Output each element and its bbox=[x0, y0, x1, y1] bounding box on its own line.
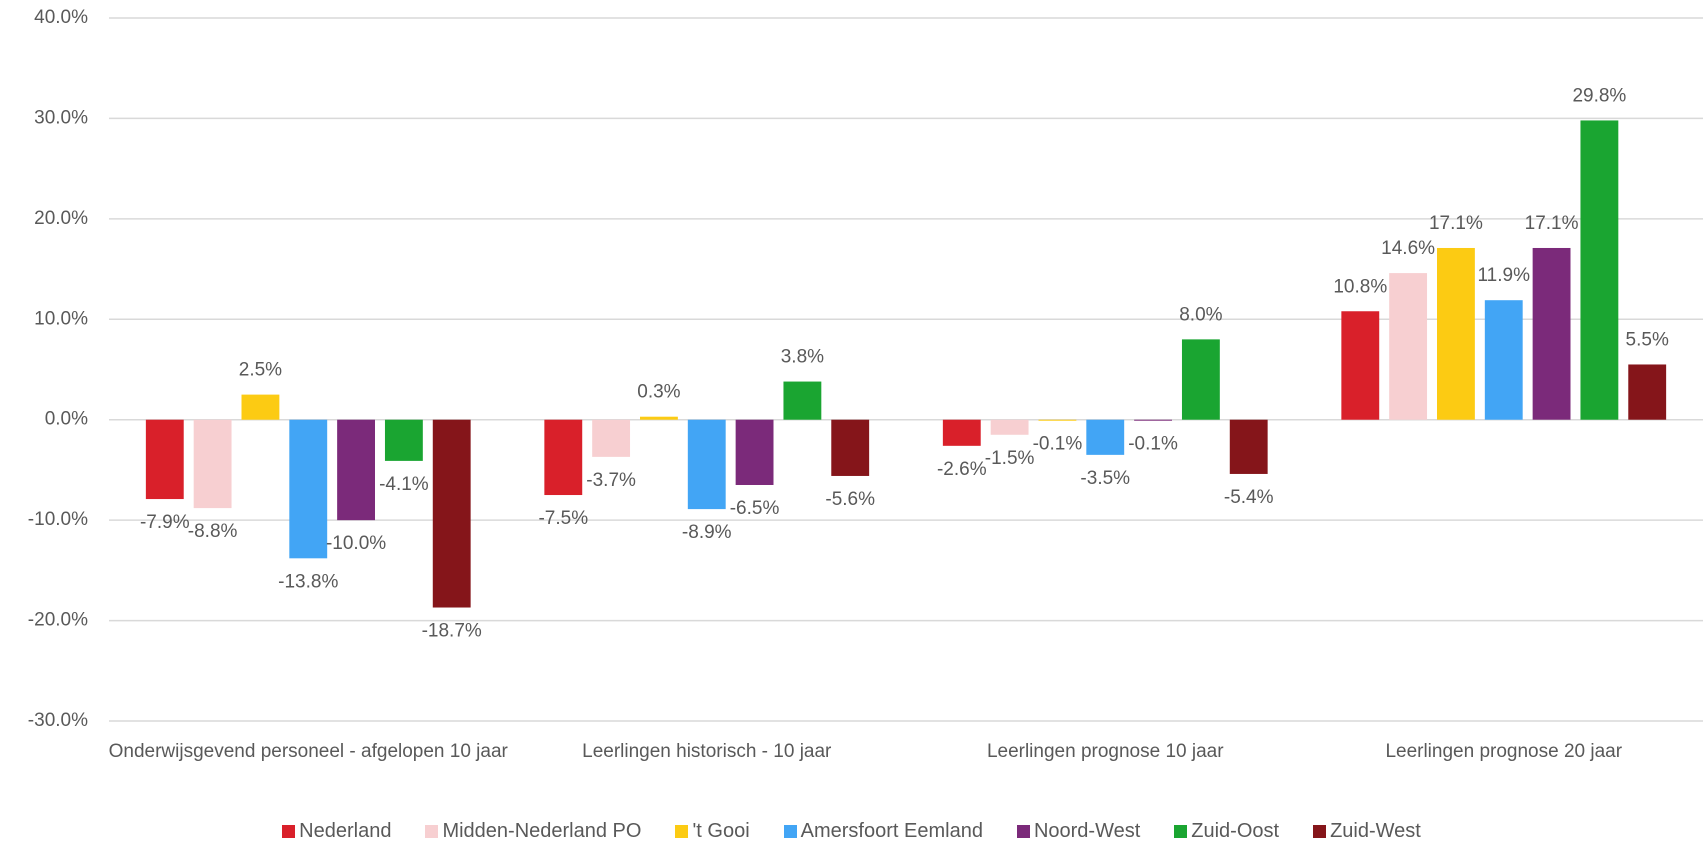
data-label: -0.1% bbox=[1128, 434, 1178, 455]
data-label: 17.1% bbox=[1429, 213, 1483, 234]
bar bbox=[1389, 273, 1428, 420]
legend-swatch bbox=[1313, 825, 1327, 838]
data-label: 17.1% bbox=[1525, 213, 1579, 234]
bar bbox=[783, 381, 822, 420]
y-tick-label: -30.0% bbox=[28, 710, 88, 731]
y-tick-label: -10.0% bbox=[28, 509, 88, 530]
legend-label: Noord-West bbox=[1033, 820, 1141, 842]
bar bbox=[432, 419, 471, 608]
bar bbox=[687, 419, 726, 510]
bar bbox=[337, 419, 375, 521]
data-label: 2.5% bbox=[239, 360, 282, 381]
legend-item: Zuid-Oost bbox=[1174, 820, 1279, 843]
bar bbox=[241, 394, 280, 420]
x-tick-label: Leerlingen historisch - 10 jaar bbox=[582, 741, 832, 762]
bar bbox=[942, 419, 981, 446]
legend-label: Zuid-Oost bbox=[1191, 820, 1280, 842]
legend-item: 't Gooi bbox=[675, 820, 750, 843]
legend-item: Zuid-West bbox=[1313, 820, 1421, 843]
bar bbox=[640, 416, 678, 420]
x-tick-label: Leerlingen prognose 10 jaar bbox=[986, 741, 1224, 762]
y-tick-label: -20.0% bbox=[28, 610, 88, 631]
legend-label: Midden-Nederland PO bbox=[442, 820, 642, 842]
legend-swatch bbox=[1016, 825, 1030, 838]
data-label: -7.9% bbox=[140, 512, 190, 533]
data-label: -18.7% bbox=[422, 621, 482, 642]
bar bbox=[1580, 120, 1619, 420]
y-tick-label: 40.0% bbox=[34, 7, 88, 28]
data-label: -10.0% bbox=[326, 533, 386, 554]
legend-item: Amersfoort Eemland bbox=[783, 820, 983, 843]
data-label: -6.5% bbox=[730, 498, 780, 519]
data-label: -2.6% bbox=[937, 459, 987, 480]
bar bbox=[592, 419, 631, 457]
data-label: 10.8% bbox=[1333, 276, 1387, 297]
data-label: -5.6% bbox=[825, 489, 875, 510]
y-tick-label: 20.0% bbox=[34, 208, 88, 229]
bar bbox=[384, 419, 423, 461]
bar bbox=[1086, 419, 1125, 455]
legend-swatch bbox=[1174, 825, 1188, 838]
y-tick-label: 0.0% bbox=[45, 409, 88, 430]
bar bbox=[1229, 419, 1268, 474]
data-label: 14.6% bbox=[1381, 238, 1435, 259]
data-label: -4.1% bbox=[379, 474, 429, 495]
data-label: 8.0% bbox=[1179, 304, 1222, 325]
bar bbox=[1484, 300, 1523, 420]
bar bbox=[1134, 419, 1172, 421]
data-label: 0.3% bbox=[637, 382, 680, 403]
data-label: 5.5% bbox=[1626, 329, 1669, 350]
bar bbox=[831, 419, 870, 476]
data-label: 3.8% bbox=[781, 347, 824, 368]
data-label: -1.5% bbox=[985, 448, 1035, 469]
data-label: -7.5% bbox=[538, 508, 588, 529]
data-label: 11.9% bbox=[1478, 265, 1531, 286]
legend-item: Midden-Nederland PO bbox=[425, 820, 641, 843]
bar bbox=[1181, 339, 1220, 420]
data-label: -5.4% bbox=[1224, 487, 1274, 508]
bar bbox=[1038, 419, 1077, 421]
y-tick-label: 10.0% bbox=[34, 308, 88, 329]
bar bbox=[1532, 247, 1571, 420]
bar bbox=[735, 419, 774, 485]
legend-label: 't Gooi bbox=[692, 820, 750, 842]
legend-item: Noord-West bbox=[1016, 820, 1141, 843]
bar bbox=[990, 419, 1029, 435]
data-label: -0.1% bbox=[1033, 434, 1083, 455]
x-tick-label: Onderwijsgevend personeel - afgelopen 10… bbox=[108, 741, 508, 762]
bar bbox=[193, 419, 232, 509]
legend-swatch bbox=[282, 825, 296, 838]
legend: Nederland Midden-Nederland PO 't Gooi Amers… bbox=[0, 820, 1703, 843]
bar bbox=[544, 419, 583, 496]
y-tick-label: 30.0% bbox=[34, 107, 88, 128]
bar bbox=[289, 419, 328, 559]
data-label: 29.8% bbox=[1572, 85, 1626, 106]
data-label: -8.9% bbox=[682, 522, 732, 543]
data-label: -3.5% bbox=[1080, 468, 1130, 489]
data-label: -3.7% bbox=[586, 470, 636, 491]
data-label: -13.8% bbox=[278, 571, 338, 592]
legend-swatch bbox=[675, 825, 689, 838]
bar bbox=[1628, 364, 1667, 420]
x-tick-label: Leerlingen prognose 20 jaar bbox=[1385, 741, 1623, 762]
bar bbox=[145, 419, 184, 500]
legend-label: Amersfoort Eemland bbox=[800, 820, 983, 842]
legend-swatch bbox=[783, 825, 797, 838]
bar bbox=[1341, 311, 1380, 420]
legend-label: Nederland bbox=[299, 820, 392, 842]
legend-label: Zuid-West bbox=[1330, 820, 1421, 842]
legend-swatch bbox=[425, 825, 439, 838]
data-label: -8.8% bbox=[188, 521, 238, 542]
bar bbox=[1437, 247, 1475, 420]
legend-item: Nederland bbox=[282, 820, 391, 843]
